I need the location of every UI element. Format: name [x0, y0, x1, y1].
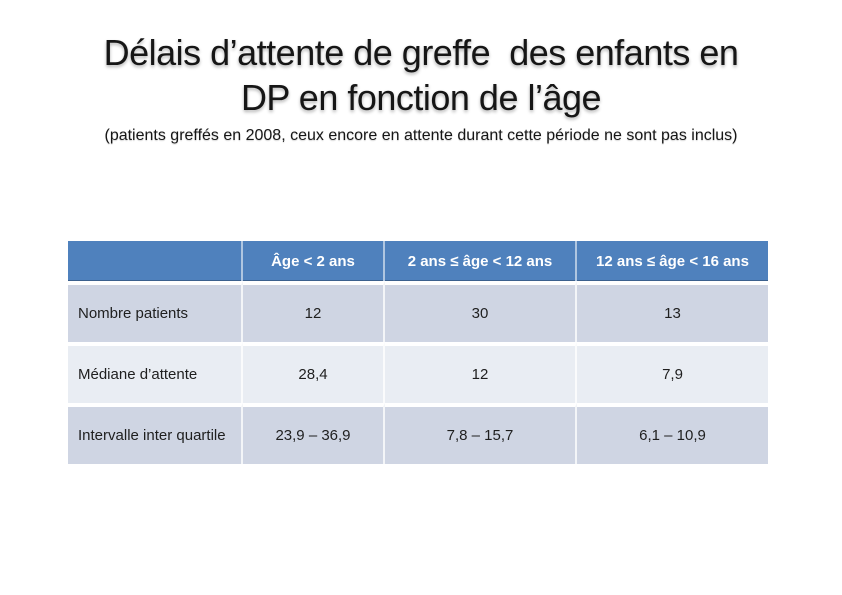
table-header-row: Âge < 2 ans 2 ans ≤ âge < 12 ans 12 ans …	[68, 241, 768, 281]
header-cell-blank	[68, 241, 243, 281]
value-cell: 28,4	[243, 342, 385, 403]
title-block: Délais d’attente de greffe des enfants e…	[0, 30, 842, 146]
slide-title-line-1: Délais d’attente de greffe des enfants e…	[103, 32, 739, 73]
value-cell: 30	[385, 281, 577, 342]
slide-subtitle: (patients greffés en 2008, ceux encore e…	[104, 127, 738, 144]
header-cell-age-2-12: 2 ans ≤ âge < 12 ans	[385, 241, 577, 281]
value-cell: 23,9 – 36,9	[243, 403, 385, 464]
value-cell: 7,9	[577, 342, 768, 403]
slide-title-line-2: DP en fonction de l’âge	[240, 77, 602, 118]
table-row-mediane-attente: Médiane d’attente 28,4 12 7,9	[68, 342, 768, 403]
value-cell: 7,8 – 15,7	[385, 403, 577, 464]
value-cell: 13	[577, 281, 768, 342]
table-row-intervalle-interquartile: Intervalle inter quartile 23,9 – 36,9 7,…	[68, 403, 768, 464]
header-cell-age-under-2: Âge < 2 ans	[243, 241, 385, 281]
value-cell: 12	[385, 342, 577, 403]
value-cell: 12	[243, 281, 385, 342]
value-cell: 6,1 – 10,9	[577, 403, 768, 464]
row-label-cell: Intervalle inter quartile	[68, 403, 243, 464]
row-label-cell: Médiane d’attente	[68, 342, 243, 403]
header-cell-age-12-16: 12 ans ≤ âge < 16 ans	[577, 241, 768, 281]
table-row-nombre-patients: Nombre patients 12 30 13	[68, 281, 768, 342]
row-label-cell: Nombre patients	[68, 281, 243, 342]
age-delay-table: Âge < 2 ans 2 ans ≤ âge < 12 ans 12 ans …	[68, 241, 768, 464]
